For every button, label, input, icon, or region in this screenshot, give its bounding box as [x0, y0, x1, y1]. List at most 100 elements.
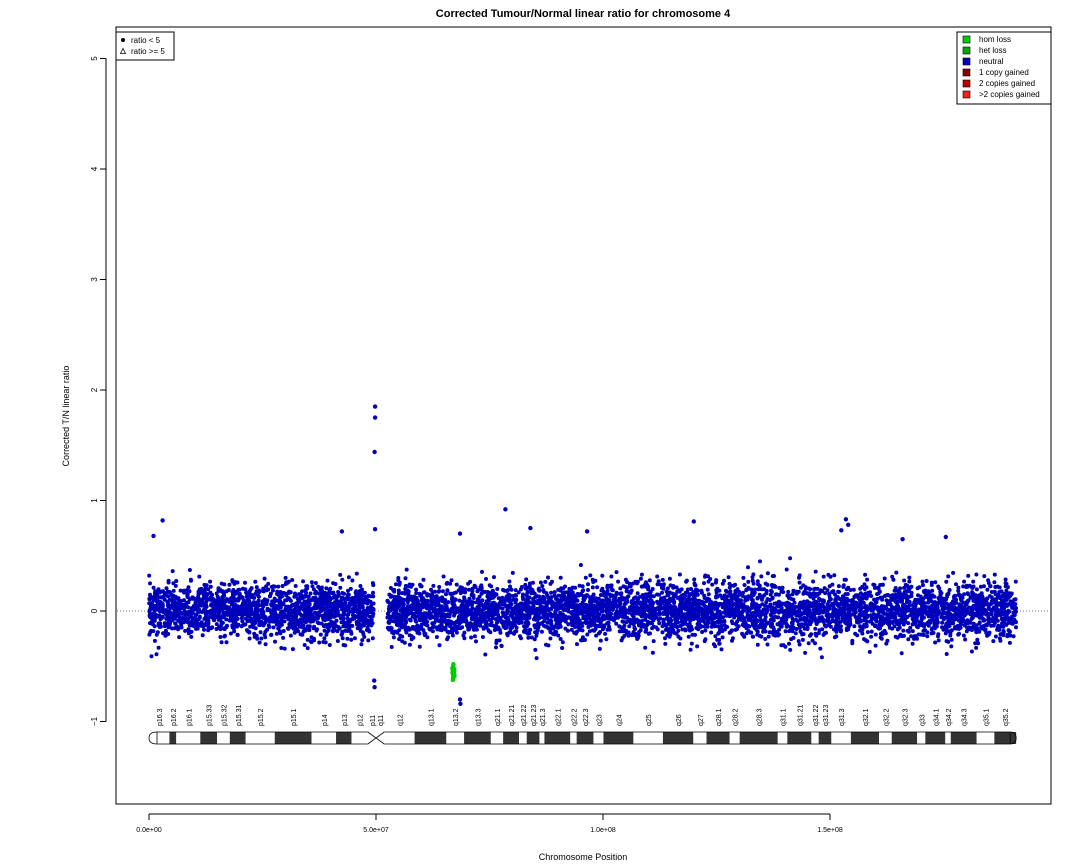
data-point — [166, 578, 171, 583]
data-point — [861, 601, 866, 605]
data-point — [162, 597, 167, 602]
data-point — [331, 581, 336, 586]
data-point — [302, 643, 307, 647]
data-points — [147, 404, 1018, 706]
data-point — [170, 569, 175, 574]
data-point — [220, 613, 225, 618]
data-point — [258, 615, 263, 620]
data-point — [462, 595, 467, 600]
data-point — [364, 597, 369, 602]
data-point — [605, 627, 610, 632]
data-point — [271, 584, 276, 589]
data-point — [414, 587, 419, 592]
data-point — [265, 608, 270, 613]
data-point — [261, 613, 266, 618]
data-point — [317, 591, 322, 596]
data-point — [202, 627, 206, 632]
data-point — [174, 579, 179, 583]
data-point — [941, 607, 945, 612]
data-point — [320, 605, 325, 610]
data-point — [205, 597, 210, 602]
data-point — [466, 627, 471, 632]
data-point — [580, 584, 585, 589]
data-point — [183, 628, 188, 633]
data-point — [303, 601, 308, 606]
data-point — [354, 591, 359, 596]
data-point — [182, 609, 187, 614]
data-point — [758, 559, 762, 564]
data-point — [275, 598, 280, 603]
data-point — [705, 624, 710, 629]
data-point — [667, 576, 672, 581]
data-point — [639, 572, 644, 577]
data-point — [537, 588, 542, 593]
data-point — [233, 591, 238, 596]
data-point — [819, 655, 824, 660]
data-point — [865, 639, 870, 644]
data-point — [262, 597, 267, 602]
data-point — [722, 578, 726, 583]
data-point — [187, 589, 192, 594]
data-point — [320, 594, 325, 599]
data-point — [158, 617, 163, 622]
data-point — [746, 585, 751, 590]
data-point — [224, 625, 228, 630]
data-point — [526, 635, 531, 640]
data-point — [890, 574, 895, 579]
data-point — [290, 647, 295, 652]
data-point — [259, 636, 264, 641]
data-point — [305, 646, 310, 651]
data-point — [865, 630, 870, 635]
data-point — [281, 602, 286, 607]
data-point — [744, 631, 749, 636]
data-point — [318, 609, 323, 614]
data-point — [297, 624, 302, 629]
data-point — [235, 633, 240, 637]
data-point — [263, 617, 268, 622]
data-point — [350, 623, 355, 628]
data-point — [232, 598, 237, 603]
data-point — [434, 635, 439, 639]
data-point — [676, 634, 681, 639]
data-point — [320, 588, 324, 593]
data-point — [954, 582, 958, 587]
data-point — [326, 610, 331, 615]
data-point — [421, 590, 426, 595]
data-point — [577, 583, 582, 588]
data-point — [327, 588, 332, 593]
data-point — [351, 606, 355, 611]
data-point — [448, 581, 453, 586]
data-point — [391, 635, 396, 640]
data-point — [540, 584, 545, 589]
data-point — [335, 639, 340, 643]
data-point — [292, 630, 297, 635]
data-point — [480, 635, 485, 639]
data-point — [314, 606, 319, 611]
data-point — [307, 624, 312, 629]
data-point — [830, 618, 835, 623]
data-point — [227, 582, 232, 587]
data-point — [902, 578, 907, 583]
data-point — [282, 615, 287, 620]
data-point — [218, 635, 223, 639]
data-point — [193, 606, 198, 611]
data-point — [974, 645, 979, 650]
data-point — [539, 629, 544, 634]
data-point — [1014, 625, 1018, 630]
data-point — [222, 582, 227, 587]
data-point — [163, 628, 168, 633]
data-point — [340, 577, 345, 582]
data-point — [647, 578, 652, 583]
data-point — [263, 635, 268, 640]
data-point — [297, 621, 302, 626]
data-point — [208, 584, 213, 589]
data-point — [552, 590, 557, 595]
data-point — [369, 623, 374, 628]
data-point — [933, 640, 938, 645]
data-point — [466, 581, 471, 586]
data-point — [743, 622, 748, 627]
data-point — [177, 615, 182, 620]
data-point — [171, 588, 176, 593]
data-point — [328, 597, 333, 601]
data-point — [338, 585, 343, 590]
